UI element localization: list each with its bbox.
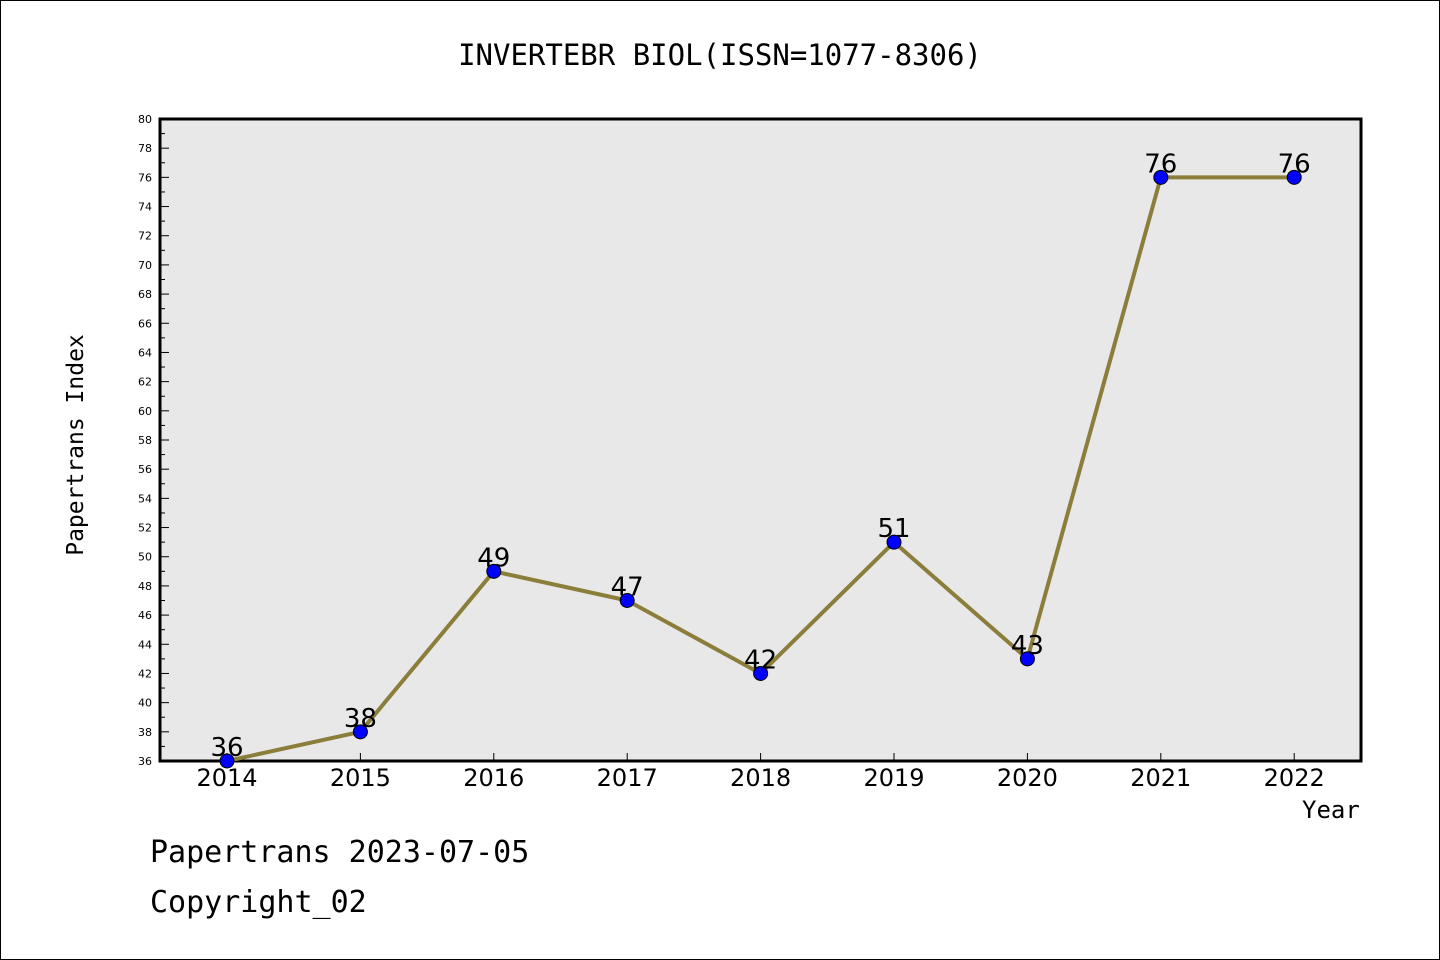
data-label: 38: [344, 704, 377, 734]
y-tick-label: 44: [138, 638, 152, 651]
y-tick-label: 78: [138, 142, 152, 155]
y-tick-label: 74: [138, 201, 152, 214]
data-labels: 36 38 49 47 42 51 43 76 76: [210, 149, 1310, 763]
x-tick-label: 2015: [330, 764, 391, 792]
data-point: [753, 665, 769, 681]
x-tick-label: 2014: [196, 764, 257, 792]
x-axis-label: Year: [1302, 796, 1360, 824]
x-tick-label: 2022: [1264, 764, 1325, 792]
x-tick-label: 2017: [597, 764, 658, 792]
y-tick-label: 70: [138, 259, 152, 272]
x-tick-label: 2020: [997, 764, 1058, 792]
y-tick-label: 66: [138, 317, 152, 330]
data-label: 76: [1278, 149, 1311, 179]
y-axis: 36 38 40 42 44 46 48 50 52 54 56 58 60 62 64 66 68 70 72 74…: [138, 113, 169, 768]
data-point: [352, 724, 368, 740]
data-label: 47: [611, 573, 644, 603]
plot-area: [158, 117, 1363, 763]
x-axis: 2014 2015 2016 2017 2018 2019 2020 2021 2022: [196, 753, 1325, 792]
data-label: 36: [210, 733, 243, 763]
y-tick-label: 72: [138, 230, 152, 243]
y-tick-label: 80: [138, 113, 152, 126]
data-point: [1153, 169, 1169, 185]
data-point: [486, 563, 502, 579]
y-tick-label: 48: [138, 580, 152, 593]
data-point: [1286, 169, 1302, 185]
data-label: 42: [744, 645, 777, 675]
data-point: [886, 534, 902, 550]
series-group: [219, 169, 1302, 769]
y-tick-label: 60: [138, 405, 152, 418]
y-tick-label: 68: [138, 288, 152, 301]
chart-title: INVERTEBR BIOL(ISSN=1077-8306): [458, 38, 982, 72]
y-tick-label: 62: [138, 376, 152, 389]
footer-copyright: Copyright_02: [150, 885, 367, 920]
y-tick-label: 40: [138, 697, 152, 710]
data-point: [1019, 651, 1035, 667]
y-tick-label: 38: [138, 726, 152, 739]
y-tick-label: 50: [138, 551, 152, 564]
y-tick-label: 56: [138, 463, 152, 476]
data-point: [619, 593, 635, 608]
data-label: 76: [1144, 149, 1177, 179]
y-tick-label: 58: [138, 434, 152, 447]
x-tick-label: 2016: [463, 764, 524, 792]
y-tick-label: 76: [138, 171, 152, 184]
y-tick-label: 36: [138, 755, 152, 768]
footer-date: Papertrans 2023-07-05: [150, 835, 530, 870]
data-point: [219, 753, 235, 769]
x-tick-label: 2021: [1130, 764, 1191, 792]
x-tick-label: 2018: [730, 764, 791, 792]
y-tick-label: 54: [138, 492, 152, 505]
data-label: 51: [877, 514, 910, 544]
data-label: 49: [477, 543, 510, 573]
y-tick-label: 46: [138, 609, 152, 622]
y-tick-label: 52: [138, 522, 152, 535]
x-tick-label: 2019: [863, 764, 924, 792]
y-tick-label: 64: [138, 346, 152, 359]
y-tick-label: 42: [138, 667, 152, 680]
data-label: 43: [1011, 631, 1044, 661]
